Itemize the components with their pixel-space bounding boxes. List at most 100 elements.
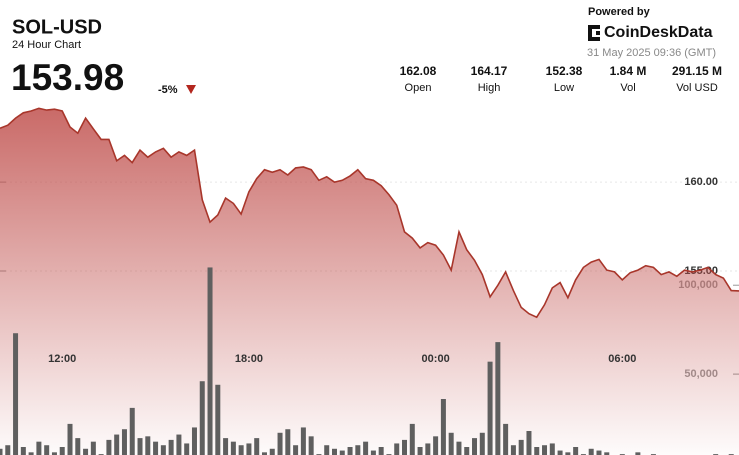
volume-bar <box>347 447 353 455</box>
price-line <box>0 107 739 319</box>
volume-bar <box>153 441 159 455</box>
stats: 162.08 Open 164.17 High 152.38 Low 1.84 M Vol 29… <box>400 64 722 94</box>
volume-bar <box>495 342 501 455</box>
volume-bar <box>472 438 478 455</box>
volume-bar <box>277 432 283 455</box>
volume-bar <box>542 445 548 455</box>
volume-bar <box>363 441 369 455</box>
price-area <box>0 108 739 455</box>
volume-bar <box>479 432 485 455</box>
chart-title: SOL-USD <box>12 16 102 38</box>
volume-bar <box>339 450 345 455</box>
x-tick-label: 00:00 <box>422 353 450 365</box>
volume-bar <box>215 384 221 455</box>
volume-bar <box>223 438 229 455</box>
volume-bar <box>168 439 174 455</box>
stat-name: Vol USD <box>676 82 718 94</box>
stat-name: High <box>478 82 501 94</box>
volume-bar <box>487 361 493 455</box>
volume-bar <box>121 429 127 455</box>
chart-subtitle: 24 Hour Chart <box>12 39 81 51</box>
volume-bar <box>433 436 439 455</box>
volume-bar <box>596 450 602 455</box>
logo-text: CoinDeskData <box>604 24 713 41</box>
volume-bar <box>285 429 291 455</box>
stat-value: 162.08 <box>400 64 437 78</box>
volume-bar <box>417 447 423 455</box>
volume-bar <box>254 438 260 455</box>
volume-bar <box>293 445 299 455</box>
volume-bar <box>238 445 244 455</box>
volume-bar <box>370 450 376 455</box>
volume-bar <box>503 423 509 455</box>
volume-bar <box>409 423 415 455</box>
volume-bar <box>230 441 236 455</box>
volume-bar <box>114 434 120 455</box>
x-tick-label: 18:00 <box>235 353 263 365</box>
volume-bar <box>324 445 330 455</box>
volume-bar <box>106 439 112 455</box>
volume-bar <box>573 447 579 455</box>
volume-bar <box>67 423 73 455</box>
volume-bar <box>604 452 610 455</box>
timestamp: 31 May 2025 09:36 (GMT) <box>587 47 716 59</box>
stat-value: 152.38 <box>546 64 583 78</box>
volume-bar <box>588 448 594 455</box>
volume-bar <box>635 452 641 455</box>
volume-bar <box>269 448 275 455</box>
volume-bar <box>402 439 408 455</box>
y-tick-label: 160.00 <box>684 176 718 188</box>
volume-bar <box>246 443 252 455</box>
volume-bar <box>207 267 213 455</box>
stat-value: 1.84 M <box>610 64 647 78</box>
volume-bar <box>44 445 50 455</box>
volume-bar <box>557 450 563 455</box>
volume-bar <box>394 443 400 455</box>
volume-bar <box>300 427 306 455</box>
stat-value: 164.17 <box>471 64 508 78</box>
volume-bar <box>176 434 182 455</box>
stat-name: Vol <box>620 82 635 94</box>
volume-bar <box>308 436 314 455</box>
volume-bar <box>565 452 571 455</box>
volume-bar <box>331 448 337 455</box>
plot-area: 160.00155.00100,00050,00012:0018:0000:00… <box>0 107 739 455</box>
volume-bar <box>83 448 89 455</box>
volume-bar <box>36 441 42 455</box>
powered-by: Powered by <box>588 6 651 18</box>
volume-bar <box>510 445 516 455</box>
volume-bar <box>75 438 81 455</box>
volume-bar <box>440 399 446 455</box>
volume-bar <box>0 448 3 455</box>
volume-bar <box>355 445 361 455</box>
volume-bar <box>13 333 19 455</box>
volume-bar <box>534 447 540 455</box>
volume-bar <box>20 447 26 455</box>
logo-icon <box>588 25 600 41</box>
stat-name: Low <box>554 82 574 94</box>
last-price: 153.98 <box>11 57 124 98</box>
volume-bar <box>448 432 454 455</box>
volume-bar <box>28 452 34 455</box>
volume-bar <box>378 447 384 455</box>
stat-value: 291.15 M <box>672 64 722 78</box>
volume-bar <box>425 443 431 455</box>
stat-name: Open <box>405 82 432 94</box>
volume-bar <box>526 431 532 455</box>
volume-bar <box>5 445 11 455</box>
x-tick-label: 12:00 <box>48 353 76 365</box>
volume-bar <box>137 438 143 455</box>
x-tick-label: 06:00 <box>608 353 636 365</box>
volume-bar <box>184 443 190 455</box>
down-arrow <box>186 85 196 94</box>
volume-bar <box>191 427 197 455</box>
volume-bar <box>51 452 57 455</box>
volume-bar <box>464 447 470 455</box>
volume-bar <box>145 436 151 455</box>
volume-bar <box>549 443 555 455</box>
volume-bar <box>59 447 65 455</box>
volume-bar <box>456 441 462 455</box>
change-label: -5% <box>158 84 178 96</box>
